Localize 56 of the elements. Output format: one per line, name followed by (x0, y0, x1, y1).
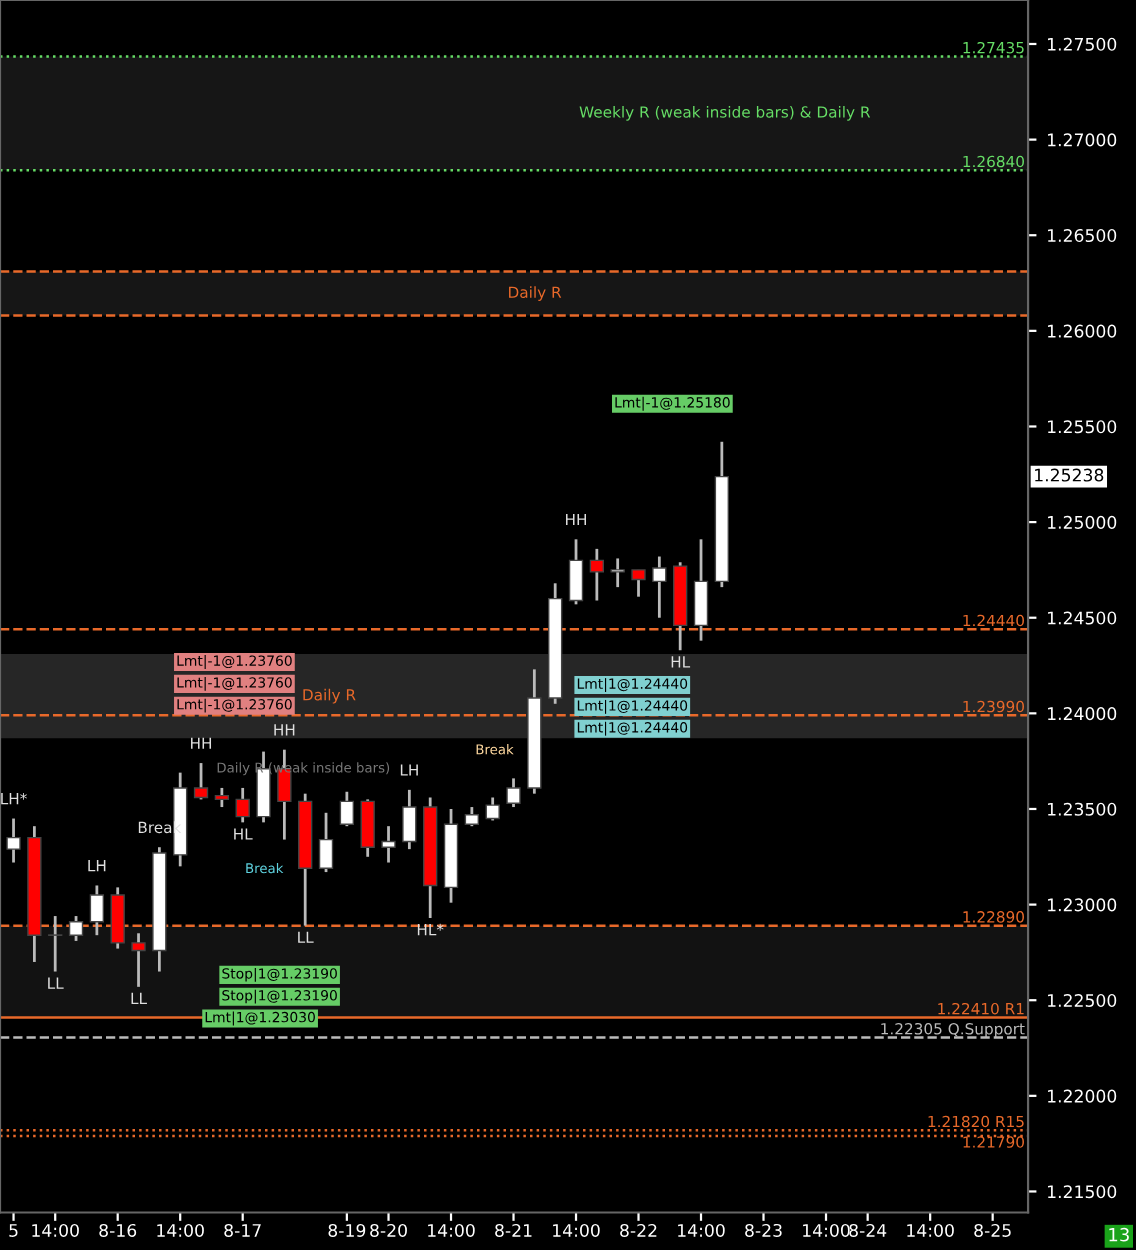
text: 1.25238 (1035, 468, 1104, 482)
y-tick-label: 1.23000 (1048, 898, 1117, 912)
x-tick-label: 8-25 (974, 1223, 1011, 1237)
x-tick-label: 8-24 (849, 1223, 887, 1237)
candlestick (464, 805, 480, 828)
x-tick-label: 14:00 (428, 1223, 475, 1237)
candlestick (193, 761, 209, 801)
text: 13 (1109, 1227, 1129, 1242)
x-tick-label: 8-20 (370, 1223, 407, 1237)
x-tick-label: 14:00 (803, 1223, 850, 1237)
candlestick (485, 796, 500, 822)
y-tick-label: 1.27000 (1048, 133, 1117, 147)
candlestick (652, 555, 667, 620)
y-tick-label: 1.21500 (1048, 1185, 1117, 1199)
candlestick (89, 884, 105, 937)
candlestick (693, 537, 709, 643)
candlestick (381, 824, 396, 864)
y-tick-label: 1.22000 (1048, 1089, 1117, 1103)
y-tick-label: 1.24000 (1048, 707, 1117, 721)
x-tick-label: 8-23 (745, 1223, 782, 1237)
x-tick-label: 8-21 (495, 1223, 532, 1237)
y-tick-label: 1.26000 (1048, 324, 1117, 338)
x-tick-label: 8-16 (99, 1223, 137, 1237)
x-tick-label: 14:00 (32, 1223, 79, 1237)
candlestick (110, 885, 125, 950)
candlestick (48, 914, 63, 973)
x-tick-label: 8-19 (328, 1223, 366, 1237)
y-tick-label: 1.27500 (1048, 37, 1117, 51)
candlestick (235, 786, 250, 824)
candlestick (256, 750, 271, 824)
candlestick (68, 914, 84, 943)
y-tick-label: 1.25000 (1048, 515, 1117, 529)
y-tick-label: 1.22500 (1048, 993, 1117, 1007)
candlestick (402, 788, 417, 851)
x-tick-label: 14:00 (907, 1223, 954, 1237)
candlestick (610, 557, 625, 589)
x-tick-label: 14:00 (157, 1223, 204, 1237)
candlestick (214, 786, 230, 809)
candlestick (339, 790, 355, 828)
y-tick-label: 1.24500 (1048, 611, 1117, 625)
candlestick (568, 537, 584, 606)
x-tick-label: 14:00 (553, 1223, 600, 1237)
y-tick-label: 1.23500 (1048, 802, 1117, 816)
candlestick (6, 817, 21, 864)
candlestick (589, 547, 605, 602)
candlestick (360, 798, 375, 859)
x-tick-label: 8-17 (224, 1223, 261, 1237)
candlestick (631, 568, 646, 599)
y-tick-label: 1.25500 (1048, 420, 1117, 434)
x-tick-label: 5 (9, 1224, 18, 1237)
candlestick (506, 776, 521, 809)
y-tick-label: 1.26500 (1048, 228, 1117, 243)
x-tick-label: 8-22 (620, 1223, 657, 1237)
candlestick (131, 931, 146, 989)
x-tick-label: 14:00 (678, 1223, 725, 1237)
candlestick (318, 811, 334, 874)
